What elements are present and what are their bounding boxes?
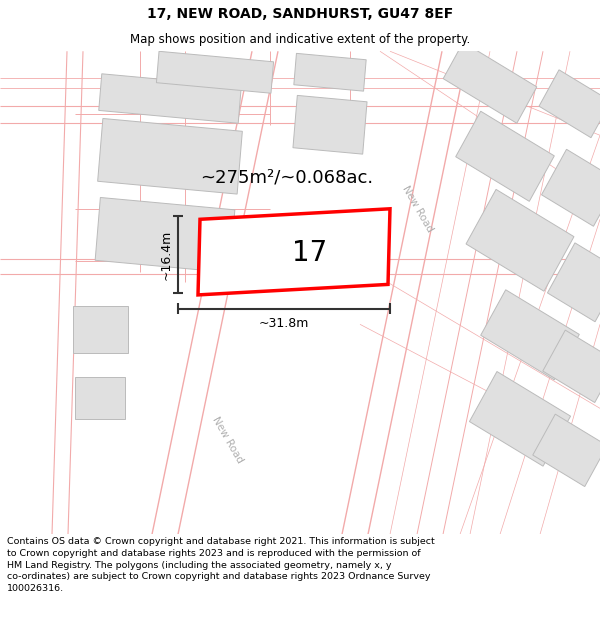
Text: ~275m²/~0.068ac.: ~275m²/~0.068ac. [200, 168, 373, 186]
Polygon shape [466, 189, 574, 291]
Text: ~16.4m: ~16.4m [160, 229, 173, 279]
Polygon shape [443, 42, 537, 123]
Polygon shape [198, 209, 390, 295]
Polygon shape [98, 119, 242, 194]
Polygon shape [95, 198, 235, 272]
Text: ~31.8m: ~31.8m [259, 317, 309, 330]
Polygon shape [293, 96, 367, 154]
Text: New Road: New Road [401, 184, 435, 234]
Text: 17: 17 [292, 239, 328, 267]
Polygon shape [157, 51, 274, 93]
Polygon shape [294, 53, 366, 91]
Polygon shape [533, 414, 600, 487]
Polygon shape [481, 290, 580, 380]
Polygon shape [469, 371, 571, 466]
Polygon shape [543, 330, 600, 402]
Polygon shape [547, 243, 600, 322]
Polygon shape [73, 306, 128, 353]
Text: Contains OS data © Crown copyright and database right 2021. This information is : Contains OS data © Crown copyright and d… [7, 537, 435, 593]
Polygon shape [75, 377, 125, 419]
Text: New Road: New Road [211, 415, 245, 465]
Polygon shape [455, 111, 554, 201]
Polygon shape [99, 74, 241, 123]
Polygon shape [539, 70, 600, 138]
Text: Map shows position and indicative extent of the property.: Map shows position and indicative extent… [130, 34, 470, 46]
Polygon shape [542, 149, 600, 226]
Text: 17, NEW ROAD, SANDHURST, GU47 8EF: 17, NEW ROAD, SANDHURST, GU47 8EF [147, 8, 453, 21]
